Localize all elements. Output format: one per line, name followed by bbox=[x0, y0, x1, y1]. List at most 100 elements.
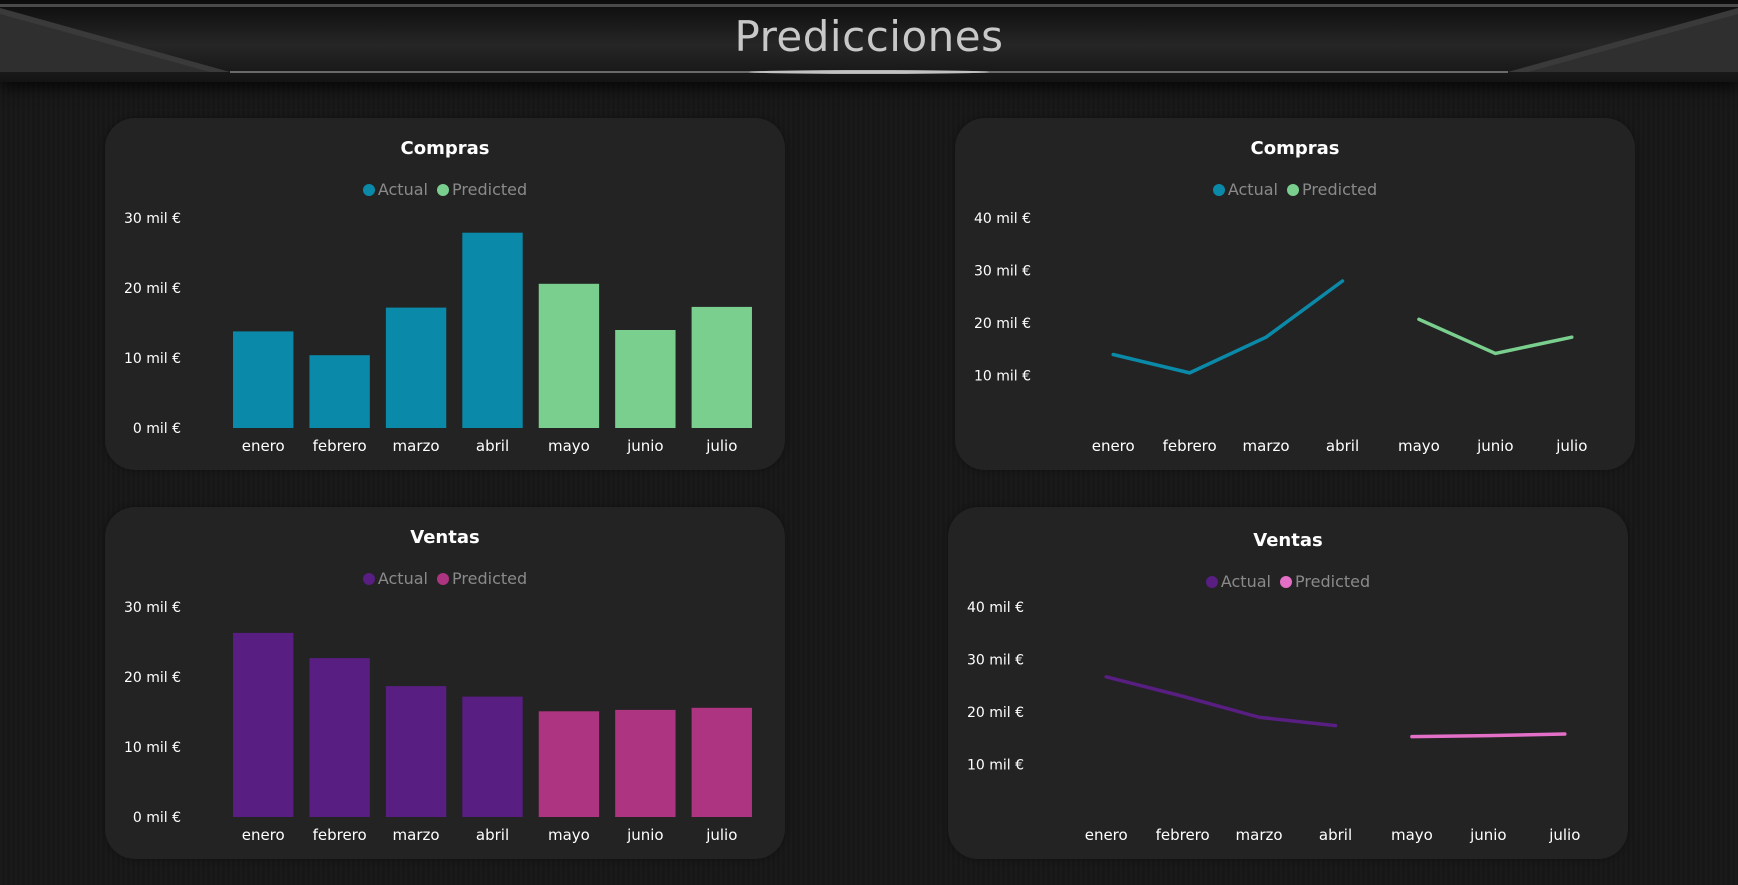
legend-predicted-dot bbox=[1280, 576, 1293, 588]
bar-actual bbox=[385, 686, 447, 817]
y-tick-label: 30 mil € bbox=[124, 600, 181, 616]
x-tick-label: febrero bbox=[313, 826, 367, 844]
x-tick-label: enero bbox=[1085, 826, 1128, 844]
x-tick-label: marzo bbox=[393, 826, 440, 844]
bar-predicted bbox=[691, 306, 752, 428]
legend-actual-dot bbox=[1212, 184, 1225, 196]
bar-predicted bbox=[538, 711, 600, 817]
legend-actual-dot bbox=[362, 573, 375, 585]
x-tick-label: mayo bbox=[548, 437, 590, 455]
legend-predicted[interactable]: Predicted bbox=[1287, 180, 1377, 199]
x-tick-label: febrero bbox=[1156, 826, 1210, 844]
ventas-bar-title: Ventas bbox=[410, 527, 480, 548]
bar-actual bbox=[233, 331, 294, 428]
legend-actual[interactable]: Actual bbox=[1205, 572, 1271, 591]
bar-actual bbox=[385, 307, 447, 428]
x-tick-label: abril bbox=[1326, 437, 1359, 455]
y-tick-label: 30 mil € bbox=[124, 211, 181, 227]
legend-predicted[interactable]: Predicted bbox=[437, 180, 527, 199]
legend-actual-label: Actual bbox=[377, 180, 428, 199]
bar-actual bbox=[462, 696, 523, 817]
y-tick-label: 40 mil € bbox=[967, 600, 1024, 616]
y-tick-label: 20 mil € bbox=[974, 316, 1031, 332]
x-tick-label: enero bbox=[242, 826, 285, 844]
legend-predicted[interactable]: Predicted bbox=[437, 569, 527, 588]
line-predicted bbox=[1410, 732, 1567, 739]
x-tick-label: marzo bbox=[1243, 437, 1290, 455]
ventas-line-title: Ventas bbox=[1253, 530, 1323, 551]
compras-bar-legend: Actual Predicted bbox=[105, 180, 785, 199]
compras-bar-title: Compras bbox=[400, 138, 490, 159]
x-tick-label: julio bbox=[705, 437, 737, 455]
y-tick-label: 40 mil € bbox=[974, 211, 1031, 227]
ventas-line-plot: 10 mil € 20 mil € 30 mil € 40 mil € enero feb… bbox=[967, 600, 1580, 844]
line-predicted bbox=[1417, 317, 1574, 356]
y-tick-label: 10 mil € bbox=[967, 758, 1024, 774]
x-tick-label: abril bbox=[476, 437, 509, 455]
x-tick-label: junio bbox=[626, 826, 664, 844]
bar-predicted bbox=[615, 709, 676, 817]
x-tick-label: enero bbox=[1092, 437, 1135, 455]
y-tick-label: 20 mil € bbox=[967, 705, 1024, 721]
bar-actual bbox=[309, 355, 370, 428]
x-tick-label: abril bbox=[1319, 826, 1352, 844]
compras-line-legend: Actual Predicted bbox=[955, 180, 1635, 199]
ventas-line-legend: Actual Predicted bbox=[948, 572, 1628, 591]
legend-predicted-dot bbox=[1287, 184, 1300, 196]
compras-bar-card: Compras Actual Predicted 0 mil € 10 mil €… bbox=[105, 118, 785, 470]
x-tick-label: mayo bbox=[548, 826, 590, 844]
x-tick-label: enero bbox=[242, 437, 285, 455]
y-tick-label: 10 mil € bbox=[974, 369, 1031, 385]
ventas-line-card: Ventas Actual Predicted 10 mil € 20 mil €… bbox=[948, 507, 1628, 859]
x-tick-label: julio bbox=[1548, 826, 1580, 844]
x-tick-label: marzo bbox=[393, 437, 440, 455]
legend-predicted-label: Predicted bbox=[452, 569, 528, 588]
x-tick-label: junio bbox=[1469, 826, 1507, 844]
y-tick-label: 20 mil € bbox=[124, 281, 181, 297]
legend-predicted-dot bbox=[437, 184, 450, 196]
bar-predicted bbox=[615, 330, 676, 428]
legend-actual-label: Actual bbox=[1227, 180, 1278, 199]
compras-bar-plot: 0 mil € 10 mil € 20 mil € 30 mil € enero febr… bbox=[124, 211, 752, 455]
legend-actual-dot bbox=[362, 184, 375, 196]
y-tick-label: 10 mil € bbox=[124, 351, 181, 367]
legend-actual-dot bbox=[1205, 576, 1218, 588]
x-tick-label: julio bbox=[1555, 437, 1587, 455]
line-actual bbox=[1111, 279, 1345, 375]
banner-decoration bbox=[0, 4, 1738, 74]
y-tick-label: 0 mil € bbox=[133, 810, 181, 826]
x-tick-label: febrero bbox=[1163, 437, 1217, 455]
bar-actual bbox=[233, 632, 294, 817]
x-tick-label: junio bbox=[626, 437, 664, 455]
x-tick-label: julio bbox=[705, 826, 737, 844]
y-tick-label: 0 mil € bbox=[133, 421, 181, 437]
legend-actual[interactable]: Actual bbox=[362, 180, 428, 199]
bar-predicted bbox=[691, 707, 752, 817]
page-title: Predicciones bbox=[734, 12, 1004, 61]
title-banner: Predicciones bbox=[0, 0, 1738, 82]
x-tick-label: mayo bbox=[1398, 437, 1440, 455]
ventas-bar-card: Ventas Actual Predicted 0 mil € 10 mil € 2… bbox=[105, 507, 785, 859]
x-tick-label: febrero bbox=[313, 437, 367, 455]
y-tick-label: 30 mil € bbox=[974, 264, 1031, 280]
y-tick-label: 30 mil € bbox=[967, 653, 1024, 669]
y-tick-label: 20 mil € bbox=[124, 670, 181, 686]
legend-actual-label: Actual bbox=[1220, 572, 1271, 591]
legend-actual[interactable]: Actual bbox=[362, 569, 428, 588]
x-tick-label: marzo bbox=[1236, 826, 1283, 844]
legend-actual[interactable]: Actual bbox=[1212, 180, 1278, 199]
x-tick-label: junio bbox=[1476, 437, 1514, 455]
ventas-bar-legend: Actual Predicted bbox=[105, 569, 785, 588]
compras-line-plot: 10 mil € 20 mil € 30 mil € 40 mil € enero feb… bbox=[974, 211, 1587, 455]
x-tick-label: abril bbox=[476, 826, 509, 844]
line-actual bbox=[1104, 675, 1338, 728]
x-tick-label: mayo bbox=[1391, 826, 1433, 844]
ventas-bar-plot: 0 mil € 10 mil € 20 mil € 30 mil € enero febr… bbox=[124, 600, 752, 844]
legend-predicted-dot bbox=[437, 573, 450, 585]
legend-predicted-label: Predicted bbox=[1302, 180, 1378, 199]
legend-actual-label: Actual bbox=[377, 569, 428, 588]
legend-predicted[interactable]: Predicted bbox=[1280, 572, 1370, 591]
bar-predicted bbox=[538, 283, 600, 428]
y-tick-label: 10 mil € bbox=[124, 740, 181, 756]
compras-line-title: Compras bbox=[1250, 138, 1340, 159]
